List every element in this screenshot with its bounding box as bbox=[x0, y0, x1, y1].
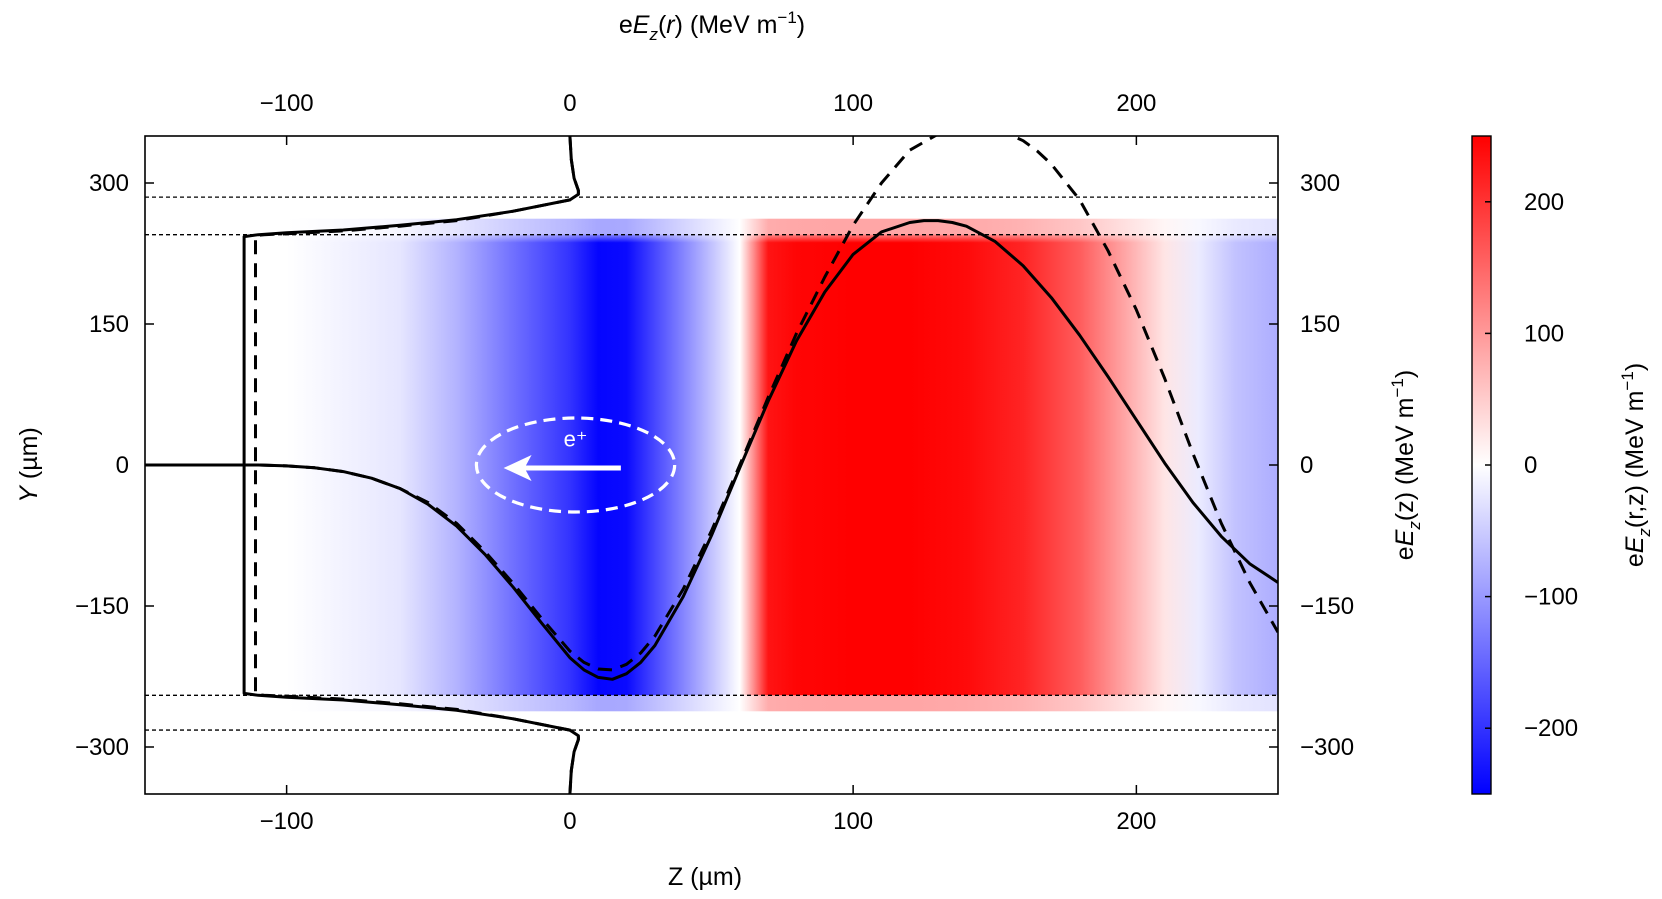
top-tick-label: 0 bbox=[563, 90, 576, 117]
right-tick-label: 300 bbox=[1300, 170, 1340, 197]
top-tick-label: −100 bbox=[260, 90, 314, 117]
bunch-annotation: e⁺ bbox=[474, 416, 677, 514]
bottom-tick-label: 0 bbox=[563, 808, 576, 835]
right-tick-label: 0 bbox=[1300, 452, 1313, 479]
colorbar-tick-label: 0 bbox=[1524, 452, 1537, 479]
top-tick-label: 100 bbox=[833, 90, 873, 117]
colorbar-ticks: 200 100 0 −100 −200 bbox=[1485, 189, 1578, 742]
left-tick-label: −150 bbox=[75, 593, 129, 620]
left-tick-label: 150 bbox=[89, 311, 129, 338]
bottom-tick-label: 200 bbox=[1116, 808, 1156, 835]
left-axis-title: Y (µm) bbox=[15, 427, 43, 503]
left-tick-label: −300 bbox=[75, 734, 129, 761]
field-curves bbox=[145, 136, 1278, 794]
bottom-tick-label: −100 bbox=[260, 808, 314, 835]
particle-label: e⁺ bbox=[564, 426, 588, 451]
top-axis-title: eEz(r) (MeV m−1) bbox=[619, 8, 805, 44]
right-tick-label: −150 bbox=[1300, 593, 1354, 620]
field-band bbox=[145, 234, 1278, 696]
right-tick-label: −300 bbox=[1300, 734, 1354, 761]
left-tick-label: 0 bbox=[116, 452, 129, 479]
colorbar-tick-label: −200 bbox=[1524, 715, 1578, 742]
top-tick-label: 200 bbox=[1116, 90, 1156, 117]
colorbar-tick-label: 200 bbox=[1524, 189, 1564, 216]
left-tick-label: 300 bbox=[89, 170, 129, 197]
direction-arrow-head bbox=[503, 455, 532, 481]
bottom-axis-title: Z (µm) bbox=[668, 863, 742, 891]
right-axis-title: eEz(z) (MeV m−1) bbox=[1388, 370, 1424, 560]
colorbar-tick-label: −100 bbox=[1524, 584, 1578, 611]
right-tick-label: 150 bbox=[1300, 311, 1340, 338]
field-heatmap bbox=[145, 218, 1278, 712]
field-band-fade-top bbox=[145, 234, 1278, 243]
axis-ticks: −100 0 100 200 −100 0 100 200 300 150 0 −150 −300 300… bbox=[75, 90, 1354, 835]
bunch-ellipse bbox=[474, 416, 677, 514]
dashed-curve-0 bbox=[145, 136, 1278, 672]
colorbar-tick-label: 100 bbox=[1524, 320, 1564, 347]
bottom-tick-label: 100 bbox=[833, 808, 873, 835]
colorbar-title: eEz(r,z) (MeV m−1) bbox=[1618, 363, 1654, 567]
